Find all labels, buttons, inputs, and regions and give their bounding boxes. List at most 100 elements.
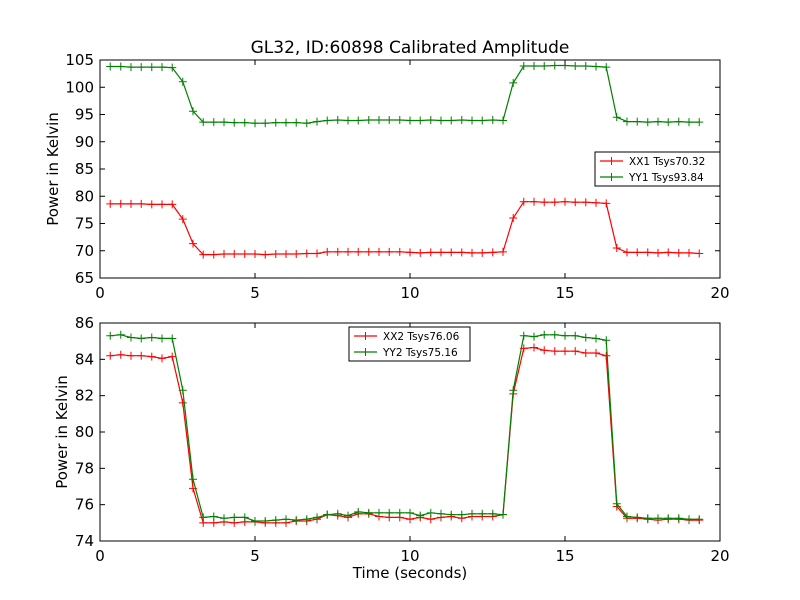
subplot-1: 0 5 10 15 20 65 70 75 80 85 90 95 100 105 Power in Kel… — [44, 51, 730, 302]
x-tick-label: 0 — [95, 547, 105, 565]
data-point — [168, 63, 177, 72]
y-axis-label: Power in Kelvin — [44, 112, 62, 226]
data-point — [344, 511, 352, 520]
x-axis-label: Time (seconds) — [352, 564, 468, 582]
data-point — [581, 333, 590, 342]
data-point — [178, 398, 187, 407]
data-point — [664, 118, 673, 127]
data-point — [385, 508, 394, 517]
data-point — [561, 347, 569, 356]
data-point — [571, 198, 580, 207]
legend: XX1 Tsys70.32 YY1 Tsys93.84 — [594, 151, 721, 187]
y-tick-label: 95 — [75, 106, 94, 124]
data-point — [406, 248, 414, 257]
data-point — [685, 515, 693, 524]
data-point — [209, 118, 218, 127]
data-point — [643, 514, 652, 523]
data-point — [292, 250, 301, 259]
data-point — [509, 386, 518, 395]
series-yy1 — [106, 61, 704, 128]
data-point — [220, 118, 228, 127]
data-point — [623, 248, 631, 257]
data-point — [406, 508, 414, 517]
data-point — [106, 331, 115, 340]
data-point — [530, 343, 538, 352]
legend-label: YY1 Tsys93.84 — [628, 172, 704, 184]
data-point — [695, 118, 704, 127]
legend-item: YY1 Tsys93.84 — [600, 172, 704, 184]
data-point — [116, 62, 125, 71]
data-point — [519, 331, 528, 340]
data-point — [199, 250, 208, 259]
x-tick-label: 0 — [95, 284, 105, 302]
data-point — [561, 331, 569, 340]
data-point — [302, 515, 311, 524]
data-point — [178, 386, 187, 395]
data-point — [240, 250, 249, 259]
data-point — [602, 351, 611, 360]
data-point — [127, 63, 135, 72]
legend-box — [348, 326, 471, 362]
data-point — [147, 352, 156, 361]
data-point — [685, 248, 693, 257]
data-point — [437, 116, 445, 125]
x-tick-label: 10 — [400, 284, 419, 302]
data-point — [168, 352, 177, 361]
data-point — [540, 346, 549, 355]
data-point — [364, 508, 373, 517]
data-point — [116, 330, 125, 339]
data-point — [116, 199, 125, 208]
data-point — [530, 197, 538, 206]
y-tick-label: 75 — [75, 215, 94, 233]
data-point — [364, 115, 373, 124]
data-point — [354, 247, 363, 256]
series-line — [110, 201, 700, 256]
data-point — [313, 513, 321, 522]
data-point — [354, 116, 363, 125]
data-point — [271, 118, 280, 127]
series-xx1 — [106, 197, 704, 259]
x-tick-label: 5 — [250, 284, 260, 302]
y-tick-label: 70 — [75, 242, 94, 260]
data-point — [540, 198, 549, 207]
y-tick-label: 85 — [75, 160, 94, 178]
data-point — [457, 510, 466, 519]
data-point — [457, 248, 466, 257]
data-point — [302, 119, 311, 128]
legend-label: YY2 Tsys75.16 — [382, 347, 458, 359]
data-point — [168, 200, 177, 209]
data-point — [344, 247, 352, 256]
data-point — [592, 62, 600, 71]
data-point — [385, 247, 394, 256]
data-point — [220, 250, 228, 259]
data-point — [488, 509, 497, 518]
data-point — [561, 197, 569, 206]
data-point — [168, 334, 177, 343]
data-point — [323, 510, 332, 519]
data-point — [519, 197, 528, 206]
data-point — [581, 198, 590, 207]
data-point — [612, 244, 621, 253]
data-point — [612, 499, 621, 508]
data-point — [530, 61, 538, 70]
data-point — [571, 347, 580, 356]
data-point — [385, 115, 394, 124]
data-point — [251, 250, 259, 259]
data-point — [602, 336, 611, 345]
data-point — [530, 332, 538, 341]
legend-marker — [607, 173, 616, 181]
data-point — [581, 348, 590, 357]
data-point — [189, 475, 197, 484]
data-point — [447, 510, 456, 519]
data-point — [550, 347, 559, 356]
data-point — [602, 199, 611, 208]
data-point — [623, 117, 631, 126]
legend-marker — [607, 157, 616, 165]
data-point — [612, 113, 621, 122]
data-point — [457, 115, 466, 124]
data-point — [581, 61, 590, 70]
legend-label: XX2 Tsys76.06 — [383, 331, 460, 343]
data-point — [127, 199, 135, 208]
data-point — [137, 199, 146, 208]
